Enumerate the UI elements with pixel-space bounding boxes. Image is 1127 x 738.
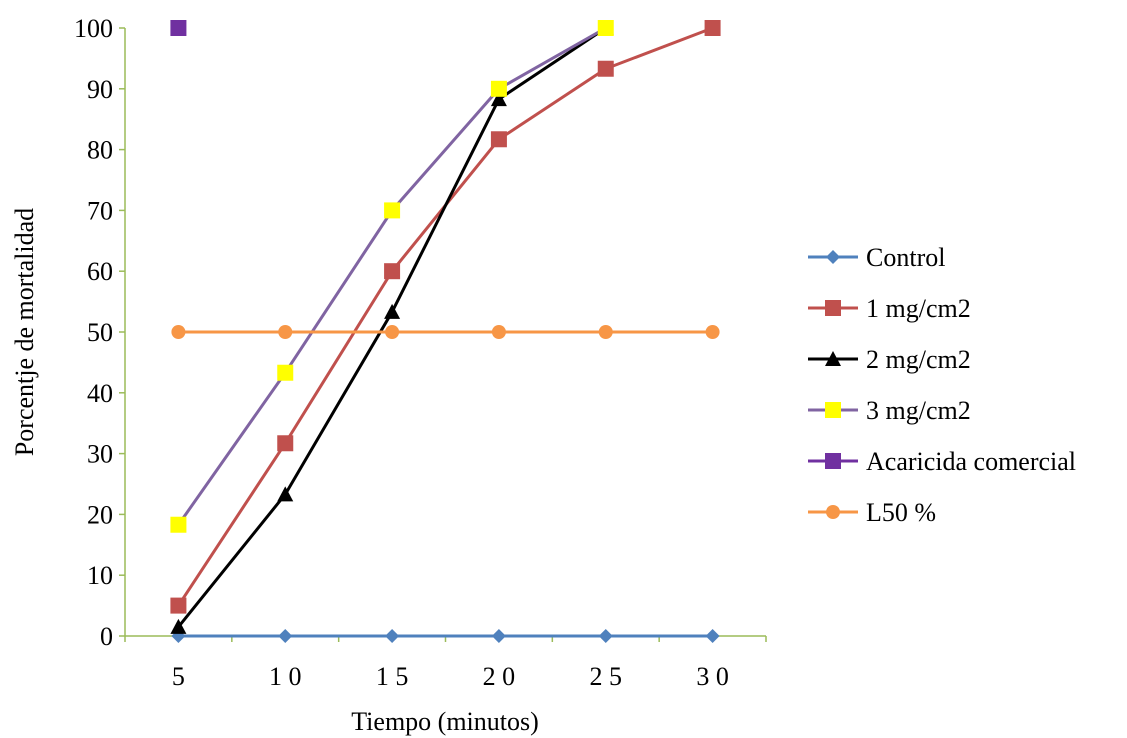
legend-swatch-marker [826,250,840,264]
y-ticks: 0 10 20 30 40 50 60 70 80 90 100 [74,14,125,651]
x-ticks: 5 1 0 1 5 2 0 2 5 3 0 [124,636,767,691]
data-point [170,618,187,634]
data-point [705,325,720,339]
data-point [597,60,614,77]
data-point [490,91,507,107]
y-tick-label: 40 [87,379,113,408]
y-tick-label: 30 [87,440,113,469]
data-point [277,435,294,452]
legend-label: 1 mg/cm2 [866,294,971,323]
legend-label: L50 % [866,498,936,527]
y-tick-label: 10 [87,561,113,590]
data-point [385,629,400,643]
data-point [170,20,187,36]
legend-item: 3 mg/cm2 [808,396,971,425]
legend-label: Acaricida comercial [866,447,1076,476]
legend-swatch-marker [826,505,840,519]
legend-label: 3 mg/cm2 [866,396,971,425]
legend-item: Control [808,243,945,272]
x-tick-label: 1 5 [376,662,409,691]
data-point [278,629,293,643]
data-point [384,303,401,319]
legend-label: 2 mg/cm2 [866,345,971,374]
x-tick-label: 3 0 [696,662,729,691]
series-line [177,26,714,607]
legend-item: 1 mg/cm2 [808,294,971,323]
data-point [384,263,401,280]
y-tick-label: 60 [87,257,113,286]
data-point [384,202,401,219]
data-point [598,629,613,643]
legend-swatch-marker [825,453,841,469]
x-tick-label: 2 5 [590,662,623,691]
series-1-mg-cm2 [170,20,721,614]
data-point [170,597,187,614]
data-point [385,325,400,339]
data-point [278,325,293,339]
data-point [491,325,506,339]
data-point [171,325,186,339]
legend-label: Control [866,243,945,272]
legend-swatch-marker [825,402,841,418]
y-tick-label: 100 [74,14,113,43]
series-l50- [171,325,720,339]
x-tick-label: 1 0 [269,662,302,691]
series-3-mg-cm2 [170,20,614,533]
plot-area [170,20,721,643]
legend-swatch-marker [825,351,841,366]
data-point [704,20,721,36]
series-acaricida-comercial [170,20,187,36]
legend-item: 2 mg/cm2 [808,345,971,374]
y-tick-label: 20 [87,500,113,529]
legend-item: L50 % [808,498,936,527]
data-point [170,516,187,533]
legend: Control 1 mg/cm2 2 mg/cm2 3 mg/cm2 Acaricida… [808,243,1076,527]
y-tick-label: 0 [100,622,113,651]
y-tick-label: 90 [87,75,113,104]
y-tick-label: 70 [87,196,113,225]
y-axis-label: Porcentje de mortalidad [10,208,39,456]
data-point [705,629,720,643]
x-tick-label: 2 0 [483,662,516,691]
y-tick-label: 50 [87,318,113,347]
data-point [491,629,506,643]
data-point [598,325,613,339]
x-tick-label: 5 [172,662,185,691]
x-axis-label: Tiempo (minutos) [351,707,539,736]
data-point [490,80,507,97]
legend-item: Acaricida comercial [808,447,1076,476]
data-point [277,486,294,502]
data-point [490,131,507,148]
y-tick-label: 80 [87,136,113,165]
legend-swatch-marker [825,300,841,316]
data-point [597,20,614,36]
data-point [277,364,294,381]
